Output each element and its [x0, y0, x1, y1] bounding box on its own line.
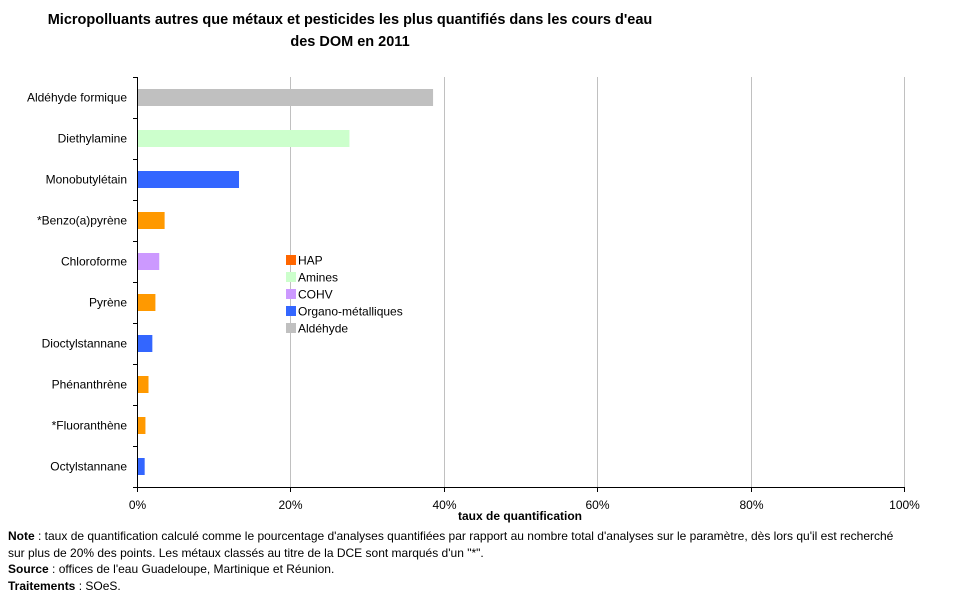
x-tick-label: 80%	[739, 498, 763, 512]
bar-5	[138, 294, 156, 311]
chart-title-line1: Micropolluants autres que métaux et pest…	[47, 12, 653, 28]
legend-label: Organo-métalliques	[298, 305, 403, 319]
legend-swatch-3	[286, 306, 296, 316]
bar-6	[138, 335, 153, 352]
source-label: Source	[8, 562, 49, 576]
legend-label: COHV	[298, 288, 333, 302]
source-text: : offices de l'eau Guadeloupe, Martiniqu…	[48, 562, 335, 576]
traitements-label: Traitements	[8, 578, 76, 593]
y-category-label: Phénanthrène	[52, 378, 128, 392]
note-label: Note	[8, 529, 35, 543]
y-category-label: *Benzo(a)pyrène	[37, 214, 127, 228]
note-text: : taux de quantification calculé comme l…	[8, 529, 894, 560]
note-paragraph: Note : taux de quantification calculé co…	[8, 528, 908, 561]
x-tick-label: 40%	[432, 498, 456, 512]
bar-3	[138, 212, 165, 229]
legend-swatch-4	[286, 323, 296, 333]
y-category-label: Chloroforme	[61, 255, 127, 269]
y-category-label: Monobutylétain	[46, 173, 127, 187]
y-category-label: Pyrène	[89, 296, 127, 310]
y-category-label: Octylstannane	[50, 460, 127, 474]
y-category-label: *Fluoranthène	[52, 419, 128, 433]
legend-swatch-2	[286, 289, 296, 299]
traitements-text: : SOeS.	[75, 578, 121, 593]
bar-4	[138, 253, 160, 270]
source-paragraph: Source : offices de l'eau Guadeloupe, Ma…	[8, 561, 908, 578]
legend-label: Aldéhyde	[298, 322, 348, 336]
bar-9	[138, 458, 145, 475]
legend-label: Amines	[298, 271, 338, 285]
legend-swatch-1	[286, 272, 296, 282]
legend-label: HAP	[298, 254, 323, 268]
x-axis-label: taux de quantification	[458, 509, 582, 523]
traitements-paragraph: Traitements : SOeS.	[8, 578, 908, 595]
y-category-label: Diethylamine	[58, 132, 128, 146]
x-tick-label: 100%	[889, 498, 920, 512]
bar-2	[138, 171, 240, 188]
bar-0	[138, 89, 434, 106]
bar-8	[138, 417, 146, 434]
x-tick-label: 60%	[585, 498, 609, 512]
x-tick-label: 0%	[129, 498, 147, 512]
y-category-label: Aldéhyde formique	[27, 91, 127, 105]
legend-swatch-0	[286, 255, 296, 265]
bar-1	[138, 130, 350, 147]
chart-notes: Note : taux de quantification calculé co…	[8, 528, 908, 594]
y-category-label: Dioctylstannane	[42, 337, 128, 351]
x-tick-label: 20%	[278, 498, 302, 512]
chart-title-line2: des DOM en 2011	[290, 34, 410, 50]
bar-7	[138, 376, 149, 393]
